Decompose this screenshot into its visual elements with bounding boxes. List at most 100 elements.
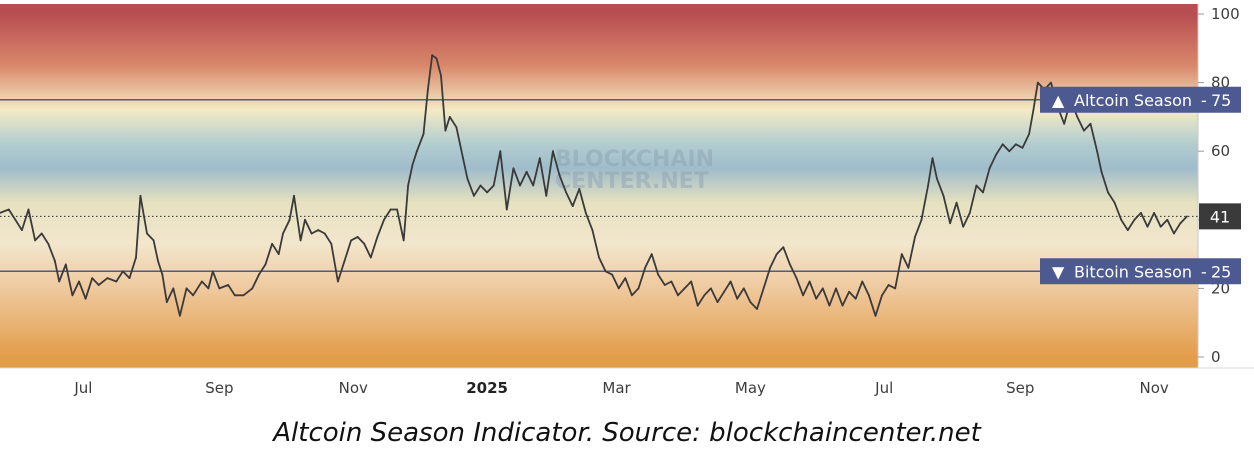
data-point	[962, 225, 965, 228]
data-point	[975, 184, 978, 187]
data-point	[1126, 229, 1129, 232]
data-point	[584, 212, 587, 214]
data-point	[532, 184, 535, 187]
data-point	[21, 229, 23, 232]
data-point	[1028, 133, 1030, 135]
data-point	[894, 287, 897, 290]
data-point	[1050, 81, 1052, 84]
data-point	[34, 239, 36, 242]
data-point	[1100, 170, 1103, 173]
data-point	[617, 287, 620, 290]
data-point	[431, 54, 434, 57]
data-point	[47, 242, 50, 245]
data-point	[1173, 232, 1175, 235]
data-point	[179, 314, 181, 317]
data-point	[258, 273, 260, 276]
data-point	[288, 218, 291, 221]
data-point	[7, 208, 10, 211]
data-point	[955, 201, 958, 204]
reference-tag-value: 75	[1211, 91, 1231, 110]
y-tick-label: 0	[1211, 348, 1221, 366]
data-point	[486, 191, 488, 194]
data-point	[683, 287, 686, 290]
data-point	[525, 170, 528, 173]
data-point	[611, 273, 614, 276]
data-point	[317, 229, 320, 232]
data-point	[696, 304, 699, 307]
data-point	[736, 297, 739, 300]
data-point	[383, 218, 385, 221]
data-point	[841, 304, 844, 307]
data-point	[427, 88, 429, 91]
data-point	[637, 287, 640, 290]
data-point	[1008, 150, 1011, 153]
data-point	[152, 239, 155, 242]
data-point	[650, 253, 653, 256]
data-point	[122, 270, 124, 273]
x-tick-label: 2025	[466, 379, 508, 397]
data-point	[1036, 81, 1039, 84]
data-point	[71, 294, 74, 297]
data-point	[1159, 225, 1162, 228]
data-point	[1120, 218, 1123, 221]
reference-tag-marker: ▼	[1052, 262, 1065, 281]
data-point	[920, 218, 923, 221]
data-point	[1021, 146, 1024, 149]
data-point	[968, 212, 971, 214]
data-point	[795, 277, 798, 279]
data-point	[545, 194, 548, 197]
watermark-line: BLOCKCHAIN	[555, 147, 714, 172]
chart-background	[0, 4, 1198, 368]
data-point	[84, 297, 87, 300]
data-point	[440, 74, 442, 77]
watermark-line: CENTER.NET	[555, 169, 709, 194]
data-point	[466, 177, 469, 180]
data-point	[128, 277, 131, 279]
data-point	[710, 287, 712, 290]
data-point	[927, 184, 929, 187]
data-point	[1113, 201, 1116, 204]
data-point	[492, 184, 495, 187]
data-point	[657, 273, 660, 276]
data-point	[396, 208, 398, 211]
reference-tag-25: ▼ Bitcoin Season -25	[1040, 258, 1241, 285]
data-point	[343, 260, 346, 262]
x-tick-label: Jul	[73, 379, 92, 397]
data-point	[264, 263, 267, 266]
data-point	[157, 260, 159, 262]
data-point	[146, 232, 148, 235]
data-point	[995, 153, 997, 156]
data-point	[677, 294, 679, 297]
data-point	[703, 294, 706, 297]
data-point	[861, 280, 864, 283]
data-point	[172, 287, 175, 290]
data-point	[1096, 150, 1098, 153]
data-point	[207, 287, 210, 290]
data-point	[473, 194, 475, 197]
data-point	[211, 270, 214, 273]
data-point	[330, 242, 333, 245]
data-point	[435, 57, 438, 60]
reference-tag-marker: ▲	[1052, 91, 1065, 110]
data-point	[78, 280, 80, 283]
data-point	[742, 287, 745, 290]
reference-tag-75: ▲ Altcoin Season -75	[1040, 86, 1241, 113]
data-point	[277, 253, 280, 256]
x-tick-label: Nov	[339, 379, 368, 397]
data-point	[1032, 109, 1035, 111]
data-point	[1153, 212, 1155, 214]
data-point	[821, 287, 824, 290]
data-point	[499, 150, 502, 153]
data-point	[40, 232, 43, 235]
data-point	[808, 280, 811, 283]
data-point	[455, 126, 458, 129]
current-value-label: 41	[1210, 207, 1230, 226]
data-point	[936, 177, 938, 180]
data-point	[848, 290, 850, 293]
data-point	[604, 270, 607, 273]
data-point	[552, 150, 554, 153]
data-point	[350, 239, 352, 242]
data-point	[337, 280, 339, 283]
